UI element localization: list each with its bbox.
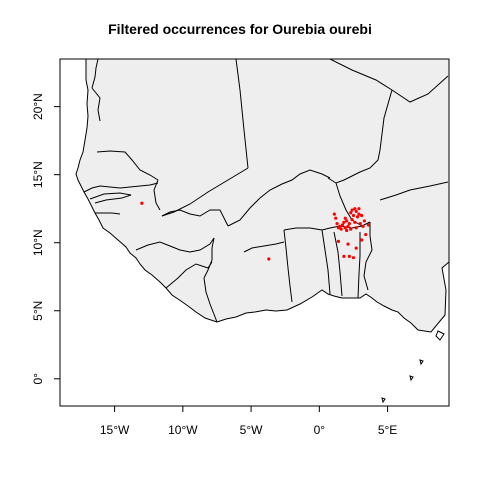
occurrence-point — [345, 219, 349, 223]
occurrence-point — [342, 220, 346, 224]
y-tick-label: 20°N — [31, 93, 45, 120]
occurrence-point — [339, 227, 343, 231]
occurrence-point — [354, 226, 358, 230]
occurrence-point — [357, 212, 361, 216]
occurrence-point — [357, 207, 361, 211]
occurrence-point — [335, 222, 339, 226]
occurrence-point — [347, 222, 351, 226]
occurrence-point — [343, 226, 347, 230]
occurrence-point — [358, 222, 362, 226]
occurrence-point — [350, 217, 354, 222]
occurrence-point — [350, 208, 354, 212]
occurrence-point — [353, 220, 357, 224]
occurrence-point — [354, 246, 358, 250]
occurrence-point — [336, 239, 341, 243]
occurrence-point — [360, 238, 364, 242]
gambia-border — [89, 192, 132, 204]
occurrence-point — [366, 223, 371, 227]
occurrence-point — [362, 219, 366, 223]
islands — [381, 330, 445, 404]
occurrence-point — [345, 228, 349, 233]
senegal-river — [95, 212, 121, 215]
map-title: Filtered occurrences for Ourebia ourebi — [108, 21, 372, 37]
occurrence-point — [334, 216, 338, 220]
occurrence-point — [351, 213, 356, 218]
occurrence-point — [360, 213, 364, 218]
occurrence-point — [349, 211, 353, 215]
occurrence-point — [140, 201, 144, 205]
country-borders — [83, 59, 449, 323]
x-tick-label: 10°W — [168, 423, 198, 437]
y-tick-label: 0° — [31, 373, 45, 385]
occurrence-point — [349, 227, 353, 231]
occurrence-point — [346, 242, 350, 246]
y-tick-label: 5°N — [31, 301, 45, 321]
occurrence-point — [338, 224, 342, 228]
y-tick-label: 10°N — [31, 229, 45, 256]
occurrence-point — [340, 223, 345, 227]
occurrence-point — [332, 212, 336, 216]
occurrence-point — [267, 257, 271, 261]
occurrence-point — [343, 216, 347, 220]
occurrence-point — [342, 254, 346, 258]
occurrence-point — [354, 209, 358, 214]
occurrence-point — [347, 254, 351, 258]
x-tick-label: 15°W — [100, 423, 130, 437]
x-tick-label: 5°W — [240, 423, 263, 437]
x-tick-label: 5°E — [378, 423, 397, 437]
occurrence-point — [355, 215, 360, 219]
occurrence-point — [361, 224, 365, 228]
occurrence-points — [140, 201, 371, 261]
plot-frame — [59, 58, 450, 407]
occurrence-point — [353, 207, 357, 211]
y-axis: 0° 5°N 10°N 15°N 20°N — [31, 93, 60, 385]
x-axis: 15°W 10°W 5°W 0° 5°E — [100, 406, 397, 437]
x-tick-label: 0° — [314, 423, 326, 437]
occurrence-point — [364, 232, 368, 237]
occurrence-point — [351, 256, 356, 260]
y-tick-label: 15°N — [31, 161, 45, 188]
occurrence-point — [346, 224, 350, 228]
